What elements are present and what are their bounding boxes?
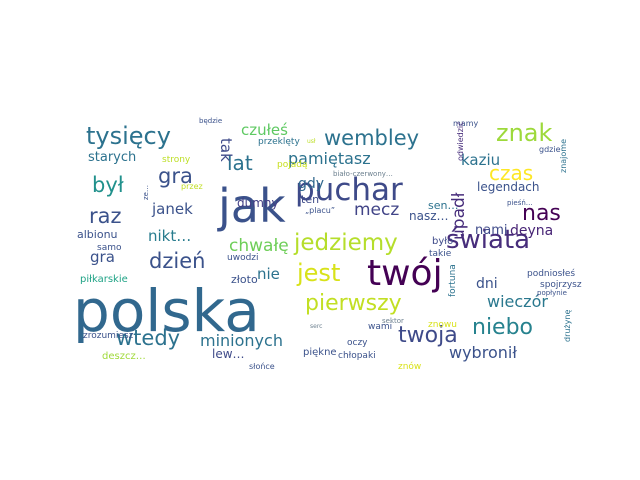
word-cloud-word: legendach (477, 180, 540, 194)
word-cloud-word: pojadą (277, 160, 308, 170)
word-cloud-word: wembley (324, 126, 419, 150)
word-cloud-word: chłopaki (338, 351, 376, 361)
word-cloud-word: puchar (295, 172, 403, 208)
word-cloud-word: złoto (231, 273, 258, 286)
word-cloud-word: mecz (354, 200, 399, 220)
word-cloud-word: nasz… (409, 209, 449, 223)
word-cloud-word: świata (446, 225, 530, 255)
word-cloud-word: twój (367, 253, 443, 294)
word-cloud-word: gra (158, 164, 193, 188)
word-cloud-word: pamiętasz (288, 149, 371, 168)
word-cloud-word: pieśń… (507, 199, 533, 207)
word-cloud-word: usł (307, 138, 316, 145)
word-cloud-word: mamy (453, 119, 478, 128)
word-cloud-word: raz (89, 204, 122, 228)
word-cloud-word: takie (429, 249, 452, 259)
word-cloud-word: sen… (428, 199, 458, 212)
word-cloud-word: znowu (428, 320, 457, 330)
word-cloud-word: piłkarskie (80, 274, 128, 285)
word-cloud-word: chwałę (229, 236, 289, 256)
word-cloud-word: drużynę (563, 310, 572, 342)
word-cloud-word: nami (475, 223, 507, 238)
word-cloud-word: ze… (142, 185, 150, 200)
word-cloud-word: deszcz… (102, 351, 146, 362)
word-cloud-word: ten (301, 193, 319, 206)
word-cloud-word: lew… (212, 347, 245, 361)
word-cloud-word: albionu (77, 228, 118, 241)
word-cloud-word: wieczór (487, 292, 548, 311)
word-cloud-word: minionych (200, 331, 283, 350)
word-cloud-word: starych (88, 150, 136, 165)
word-cloud-word: był (92, 173, 124, 197)
word-cloud-words: polska jak twój puchar jedziemy pierwszy tysię… (73, 117, 582, 372)
word-cloud-word: lat (227, 151, 253, 175)
word-cloud-word: nas (522, 201, 561, 226)
word-cloud-word: uwodzi (227, 253, 259, 263)
word-cloud-word: wami (368, 322, 392, 332)
word-cloud-word: jedziemy (293, 230, 398, 256)
word-cloud-word: biało-czerwony… (333, 170, 393, 178)
word-cloud-word: deyna (510, 223, 553, 239)
word-cloud-word: polska (73, 277, 260, 345)
word-cloud-word: gra (90, 248, 115, 266)
word-cloud-word: wtedy (116, 326, 180, 350)
word-cloud-word: odwiedzić (455, 121, 465, 161)
word-cloud-word: upadł (449, 192, 469, 240)
word-cloud-word: było (432, 236, 453, 247)
word-cloud-word: jest (296, 259, 340, 287)
word-cloud-word: słońce (249, 362, 275, 371)
word-cloud-word: samo (97, 243, 122, 253)
word-cloud-word: przez (181, 182, 203, 191)
word-cloud-word: pierwszy (305, 291, 402, 316)
word-cloud-word: dni (476, 276, 498, 292)
word-cloud-word: sektor (382, 317, 404, 325)
word-cloud-word: zrozumiesz (83, 331, 134, 341)
word-cloud-word: „placu” (305, 206, 335, 215)
word-cloud-word: czułeś (241, 121, 288, 139)
word-cloud-word: twoja (398, 323, 458, 348)
word-cloud-word: jak (217, 179, 286, 233)
word-cloud-word: oczy (347, 338, 368, 348)
word-cloud-word: gdzie (539, 145, 561, 154)
word-cloud-word: dumny (237, 196, 279, 210)
word-cloud-word: przeklęty (258, 137, 300, 147)
word-cloud-word: nikt… (148, 227, 191, 245)
word-cloud-word: wybronił (449, 343, 517, 362)
word-cloud-word: znów (398, 361, 421, 372)
word-cloud-word: tysięcy (86, 122, 171, 150)
word-cloud-word: będzie (199, 117, 222, 125)
word-cloud-word: piękne (303, 347, 337, 358)
word-cloud-word: strony (162, 155, 191, 165)
word-cloud-word: spojrzysz (540, 280, 582, 290)
word-cloud-word: gdy (298, 176, 324, 192)
word-cloud-word: podniosłeś (527, 268, 575, 279)
word-cloud-word: janek (151, 200, 193, 218)
word-cloud-word: znak (496, 119, 553, 147)
word-cloud-word: czas (489, 161, 533, 185)
word-cloud-word: popłynie (537, 289, 567, 297)
word-cloud-word: niebo (472, 315, 533, 340)
word-cloud-word: nie (257, 265, 280, 283)
word-cloud-word: tak (217, 138, 235, 162)
word-cloud-word: dzień (149, 249, 205, 273)
word-cloud-word: serc (310, 323, 322, 330)
word-cloud-word: kaziu (461, 151, 500, 169)
word-cloud-word: znajome (559, 139, 568, 173)
word-cloud-word: fortuna (448, 264, 458, 297)
